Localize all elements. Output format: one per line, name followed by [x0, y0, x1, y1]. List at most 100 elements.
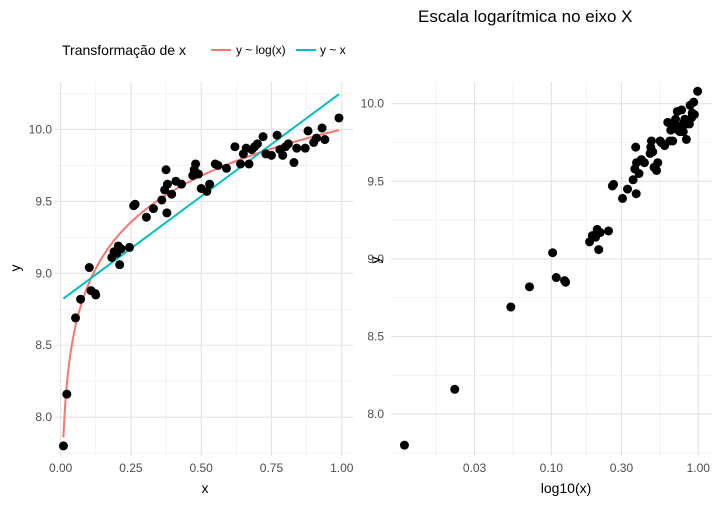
data-point: [594, 245, 604, 255]
x-tick-label: 0.30: [610, 461, 634, 475]
data-point: [551, 273, 561, 283]
data-point: [646, 136, 656, 146]
data-point: [58, 441, 68, 451]
data-point: [177, 179, 187, 189]
data-point: [678, 127, 688, 137]
x-tick-label: 1.00: [687, 461, 711, 475]
gridlines: [391, 82, 712, 456]
data-point: [689, 110, 699, 120]
data-point: [115, 260, 125, 270]
data-point: [148, 204, 158, 214]
data-point: [244, 159, 254, 169]
data-point: [639, 158, 649, 168]
y-tick-label: 10.0: [29, 122, 53, 136]
data-point: [236, 159, 246, 169]
data-point: [652, 165, 662, 175]
y-tick-label: 9.5: [367, 174, 384, 188]
data-point: [221, 163, 231, 173]
data-point: [604, 226, 614, 236]
data-point: [300, 143, 310, 153]
data-point: [693, 86, 703, 96]
data-point: [76, 294, 86, 304]
data-point: [230, 142, 240, 152]
data-point: [311, 133, 321, 143]
y-axis-label: y: [7, 265, 23, 272]
data-point: [631, 189, 641, 199]
data-point: [202, 186, 212, 196]
fit-line-log: [62, 129, 340, 438]
data-point: [213, 160, 223, 170]
data-point: [689, 97, 699, 107]
data-point: [289, 158, 299, 168]
x-tick-label: 1.00: [330, 461, 354, 475]
y-tick-label: 9.0: [35, 266, 52, 280]
data-point: [141, 212, 151, 222]
data-point: [631, 142, 641, 152]
legend-label-log: y ~ log(x): [236, 43, 286, 57]
panel-linear-scale: 0.00 0.25 0.50 0.75 1.00 8.08.59.09.510.0 x …: [7, 82, 354, 496]
data-point: [317, 123, 327, 133]
data-point: [681, 134, 691, 144]
x-tick-label: 0.75: [260, 461, 284, 475]
data-point: [653, 158, 663, 168]
data-point: [205, 179, 215, 189]
data-point: [609, 179, 619, 189]
fit-line-linear: [62, 93, 340, 300]
data-point: [130, 199, 140, 209]
y-axis-ticks: 8.0 8.5 9.0 9.5 10.0: [29, 122, 53, 424]
data-point: [623, 184, 633, 194]
legend-title: Transformação de x: [62, 42, 186, 58]
data-point: [266, 150, 276, 160]
panel-log-scale: 0.03 0.10 0.30 1.00 8.0 8.5 9.0 9.5 10.0 log10(…: [361, 82, 712, 496]
data-point: [252, 139, 262, 149]
y-tick-label: 8.5: [35, 338, 52, 352]
data-point: [162, 179, 172, 189]
x-axis-ticks: 0.00 0.25 0.50 0.75 1.00: [49, 461, 354, 475]
y-tick-label: 9.0: [367, 252, 384, 266]
data-point: [320, 135, 330, 145]
x-tick-label: 0.10: [540, 461, 564, 475]
y-tick-label: 9.5: [35, 194, 52, 208]
data-point: [450, 384, 460, 394]
data-point: [278, 150, 288, 160]
data-point: [157, 195, 167, 205]
y-tick-label: 10.0: [361, 97, 385, 111]
data-point: [506, 302, 516, 312]
data-point: [303, 126, 313, 136]
data-point: [677, 105, 687, 115]
data-point: [548, 248, 558, 258]
data-point: [595, 228, 605, 238]
data-point: [116, 244, 126, 254]
x-tick-label: 0.00: [49, 461, 73, 475]
x-axis-label: x: [202, 480, 209, 496]
data-point: [283, 139, 293, 149]
x-tick-label: 0.25: [119, 461, 143, 475]
y-axis-label: y: [367, 257, 383, 264]
data-point: [71, 313, 81, 323]
data-point: [125, 242, 134, 252]
data-point: [162, 208, 172, 218]
data-point: [618, 193, 628, 203]
data-point: [193, 169, 203, 179]
x-axis-label: log10(x): [541, 480, 592, 496]
data-point: [167, 189, 177, 199]
chart-title-log-scale: Escala logarítmica no eixo X: [418, 7, 633, 26]
data-point: [671, 114, 681, 124]
x-tick-label: 0.50: [190, 461, 214, 475]
data-point: [62, 389, 72, 399]
data-points: [58, 113, 344, 451]
data-point: [648, 147, 658, 157]
data-point: [561, 277, 571, 287]
data-point: [91, 290, 101, 300]
data-point: [628, 175, 638, 185]
data-point: [292, 143, 302, 153]
legend-label-linear: y ~ x: [320, 43, 346, 57]
data-point: [399, 440, 409, 450]
y-tick-label: 8.5: [367, 330, 384, 344]
data-point: [634, 169, 644, 179]
data-point: [84, 263, 94, 273]
x-tick-label: 0.03: [463, 461, 487, 475]
data-point: [191, 159, 201, 169]
